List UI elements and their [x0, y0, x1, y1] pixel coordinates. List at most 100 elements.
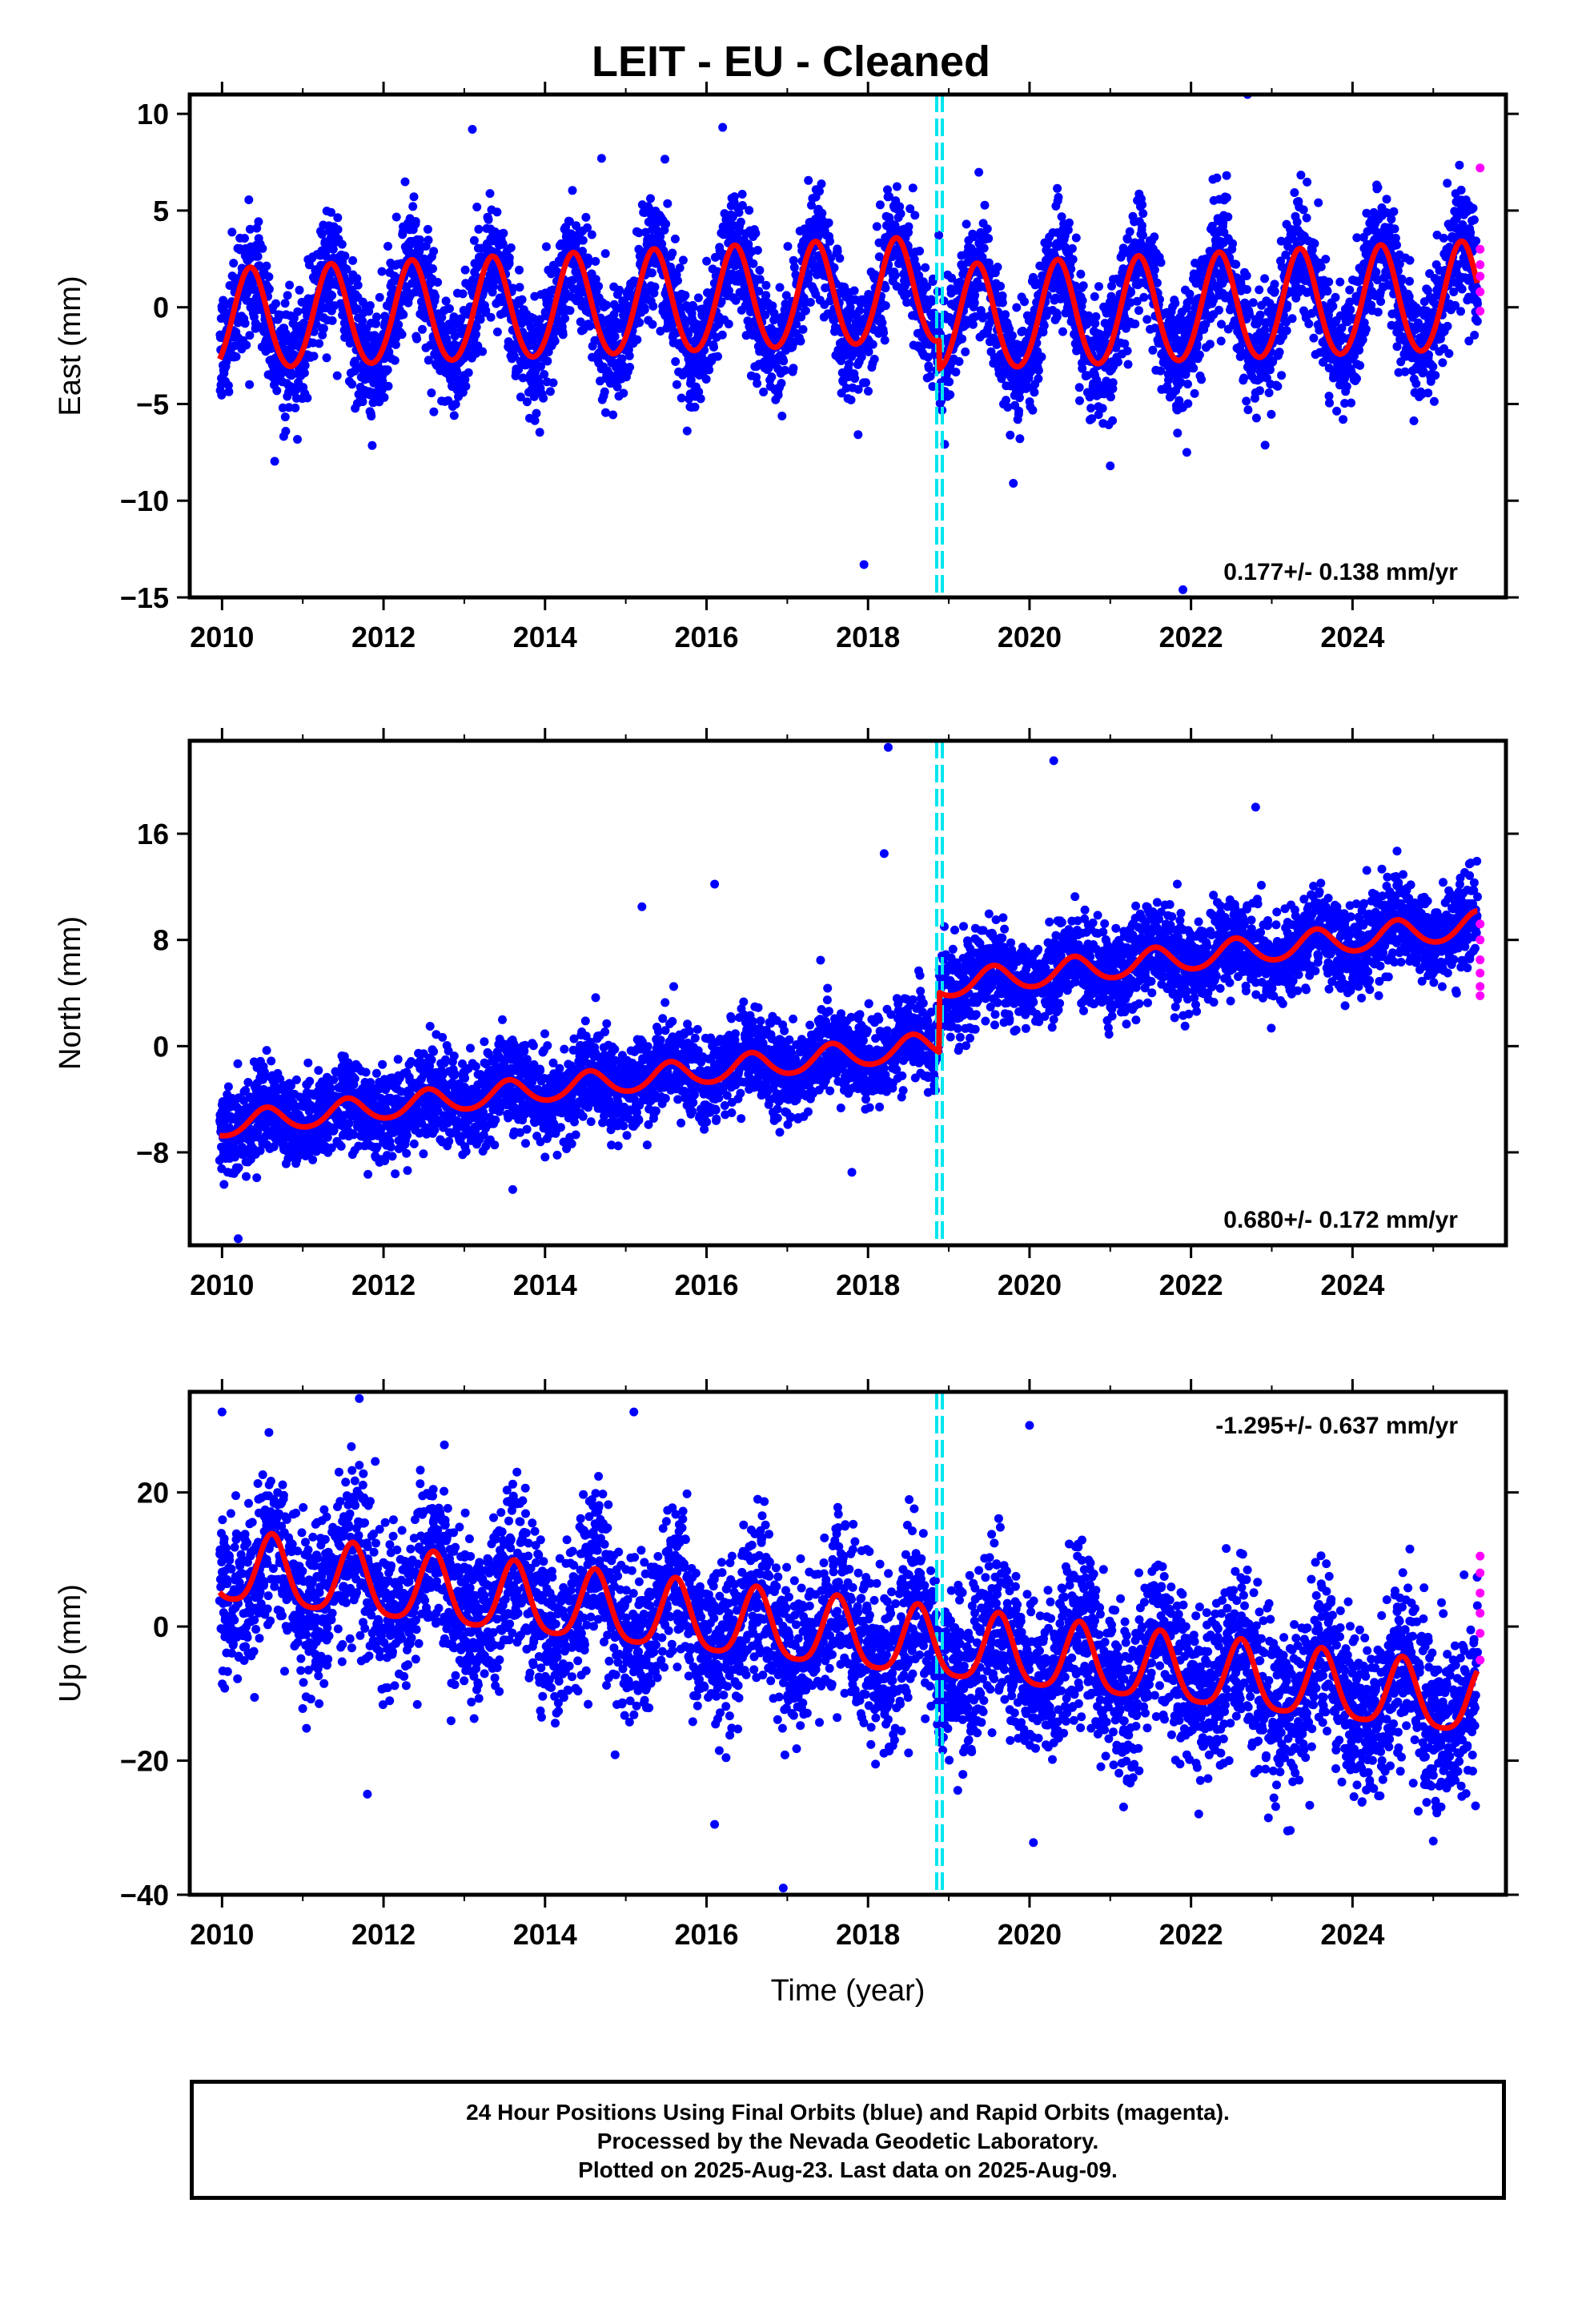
data-point	[1316, 262, 1326, 271]
data-point	[484, 215, 493, 224]
data-point	[1228, 239, 1238, 248]
data-point	[299, 368, 309, 378]
data-point	[1267, 409, 1276, 419]
data-point	[619, 388, 628, 398]
data-point	[1355, 360, 1365, 370]
data-point	[300, 360, 310, 370]
data-point	[693, 293, 703, 303]
data-point	[1331, 292, 1340, 302]
data-point	[1183, 380, 1192, 389]
data-point	[581, 212, 591, 222]
data-point	[270, 456, 279, 466]
data-point	[980, 200, 990, 210]
data-point	[245, 224, 255, 234]
data-point	[1028, 405, 1038, 415]
data-point	[796, 336, 805, 346]
data-point	[348, 255, 358, 265]
data-point	[1183, 399, 1193, 408]
data-point	[681, 291, 690, 300]
data-point	[383, 242, 392, 251]
data-point	[679, 315, 689, 324]
data-point	[753, 379, 762, 388]
data-point	[1275, 348, 1284, 357]
data-point	[391, 340, 400, 349]
data-point	[1197, 375, 1207, 384]
data-point	[1142, 315, 1152, 324]
data-point	[394, 320, 404, 329]
data-point	[921, 263, 930, 272]
data-point	[881, 301, 890, 311]
data-point	[775, 283, 785, 292]
data-point	[615, 285, 624, 295]
data-point	[583, 223, 592, 232]
data-point	[904, 222, 913, 231]
data-point	[445, 304, 454, 313]
data-point	[460, 375, 470, 384]
data-point	[1065, 218, 1074, 227]
data-point	[541, 242, 551, 251]
data-point	[632, 335, 642, 344]
data-point	[962, 219, 971, 229]
data-point	[850, 374, 860, 384]
data-point	[1001, 310, 1010, 320]
data-point	[853, 430, 863, 440]
data-point	[1273, 381, 1283, 391]
data-point	[568, 186, 577, 195]
data-point	[1287, 314, 1297, 324]
data-point	[416, 235, 424, 244]
data-point	[927, 297, 937, 306]
data-point	[587, 230, 596, 239]
data-point	[461, 381, 471, 391]
data-point	[610, 332, 620, 341]
data-point	[1242, 396, 1251, 406]
data-point	[1231, 259, 1241, 269]
data-point	[974, 167, 984, 177]
data-point	[694, 387, 704, 396]
data-point	[319, 324, 328, 333]
data-point	[441, 296, 451, 306]
data-point	[745, 206, 754, 215]
data-point	[1114, 357, 1122, 367]
data-point	[280, 299, 290, 308]
data-point	[1411, 379, 1421, 388]
data-point	[825, 236, 834, 246]
data-point	[560, 314, 570, 324]
data-point	[1376, 297, 1386, 306]
data-point	[240, 319, 250, 328]
data-point	[1392, 240, 1401, 250]
data-point	[924, 363, 934, 372]
data-point	[869, 355, 879, 364]
data-point	[315, 339, 324, 348]
data-point	[724, 320, 733, 329]
data-point	[532, 408, 541, 418]
data-point	[1255, 285, 1264, 295]
data-point	[509, 352, 519, 361]
data-point	[1397, 274, 1407, 283]
data-point	[779, 356, 789, 366]
data-point	[293, 307, 303, 316]
data-point	[1328, 301, 1338, 311]
data-point	[264, 272, 274, 282]
data-point	[499, 228, 508, 238]
data-point	[1251, 413, 1261, 423]
data-point	[285, 280, 295, 290]
data-point	[1074, 383, 1084, 392]
data-point	[1139, 292, 1149, 302]
data-point	[508, 283, 517, 293]
data-point	[767, 372, 777, 382]
data-point	[337, 239, 347, 249]
data-point	[474, 224, 484, 234]
data-point	[433, 278, 443, 287]
data-point	[617, 354, 627, 364]
data-point	[864, 387, 873, 396]
data-point	[696, 394, 705, 404]
data-point	[1150, 232, 1159, 242]
data-point	[1371, 267, 1381, 277]
data-point	[245, 331, 255, 340]
data-point	[254, 217, 263, 227]
panel-east: 2010 2012 2014 2016 2018 2020 2022 2024−15−10−5…	[54, 82, 1519, 653]
data-point	[868, 340, 877, 349]
data-point	[817, 179, 826, 189]
data-point	[768, 301, 777, 311]
data-point	[648, 320, 657, 329]
